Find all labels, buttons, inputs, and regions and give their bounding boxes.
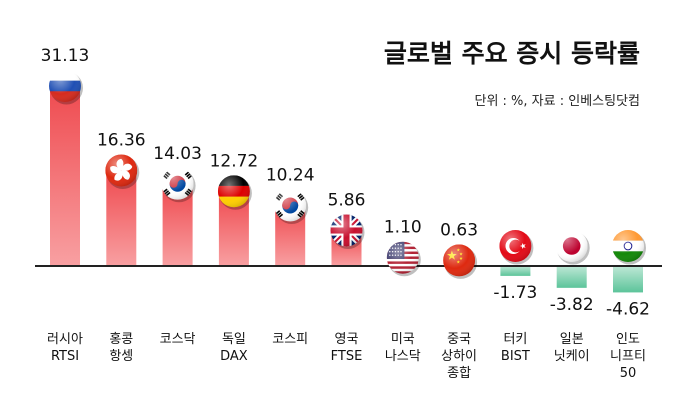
- flag-usa-icon: [386, 241, 421, 277]
- flag-hongkong-icon: [105, 154, 140, 189]
- data-label: 31.13: [41, 46, 90, 66]
- category-label: 홍콩 항셍: [109, 332, 133, 364]
- data-label: 1.10: [384, 218, 422, 238]
- data-label: -1.73: [493, 283, 537, 303]
- bar: [500, 266, 531, 276]
- category-label: 미국 나스닥: [385, 332, 421, 364]
- data-label: 16.36: [97, 130, 146, 150]
- flag-korea-icon: [161, 167, 196, 203]
- category-label: 영국 FTSE: [331, 332, 363, 364]
- data-label: 12.72: [210, 151, 259, 171]
- bar: [556, 266, 587, 288]
- category-label: 터키 BIST: [501, 332, 530, 364]
- category-label: 인도 니프티 50: [610, 332, 646, 381]
- data-label: 10.24: [266, 165, 315, 185]
- flag-korea-icon: [274, 189, 309, 224]
- category-label: 독일 DAX: [220, 332, 248, 364]
- flag-india-icon: [612, 230, 646, 265]
- bar: [106, 172, 137, 266]
- category-label: 중국 상하이 종합: [441, 332, 477, 381]
- category-label: 코스피: [272, 332, 308, 347]
- chart-title: 글로벌 주요 증시 등락률: [384, 39, 640, 68]
- category-label: 코스닥: [160, 332, 196, 347]
- bar: [50, 88, 80, 266]
- data-label: 0.63: [440, 220, 478, 240]
- bar: [613, 266, 643, 293]
- data-label: -4.62: [606, 299, 650, 319]
- data-label: 5.86: [328, 190, 366, 210]
- chart-subtitle: 단위 : %, 자료 : 인베스팅닷컴: [474, 94, 640, 109]
- flag-uk-icon: [330, 214, 365, 249]
- flag-russia-icon: [49, 70, 83, 105]
- flag-turkey-icon: [499, 230, 534, 265]
- data-label: 14.03: [153, 144, 202, 164]
- data-label: -3.82: [550, 295, 594, 315]
- category-label: 일본 닛케이: [554, 332, 590, 364]
- flag-germany-icon: [217, 175, 252, 210]
- flag-china-icon: [443, 244, 478, 279]
- category-label: 러시아 RTSI: [47, 332, 83, 364]
- flag-japan-icon: [555, 230, 590, 265]
